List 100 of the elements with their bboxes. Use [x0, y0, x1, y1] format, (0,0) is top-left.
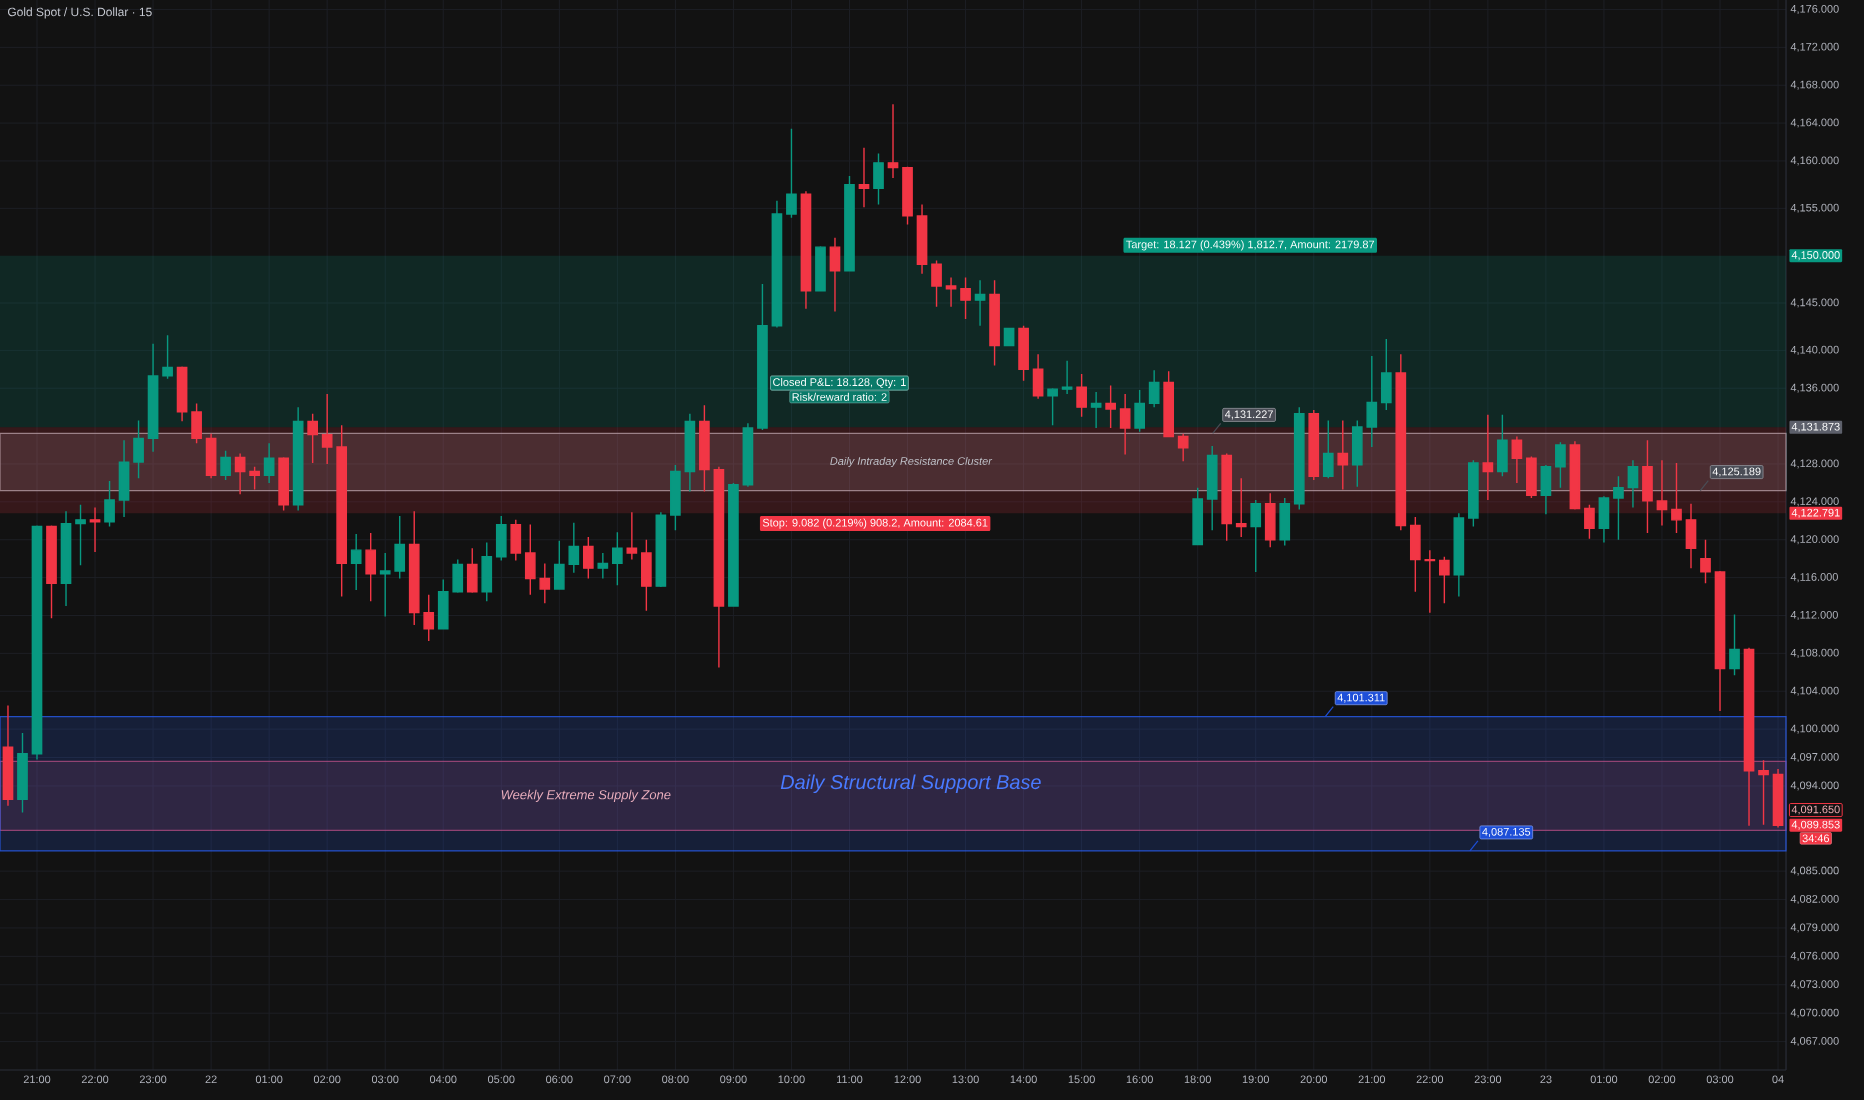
- candlestick: [1250, 499, 1262, 573]
- candlestick: [1453, 512, 1465, 598]
- candlestick: [2, 704, 14, 807]
- candlestick: [1685, 503, 1697, 569]
- candlestick: [1293, 406, 1305, 511]
- candlestick: [902, 165, 913, 226]
- candlestick: [1743, 646, 1755, 827]
- candlestick: [1192, 486, 1204, 546]
- candlestick: [844, 175, 855, 272]
- candlestick: [1090, 391, 1102, 429]
- candlestick: [1772, 768, 1784, 829]
- candlestick: [350, 533, 362, 591]
- candlestick: [1598, 495, 1610, 544]
- candlestick: [1642, 439, 1653, 534]
- candlestick: [1497, 414, 1508, 477]
- candlestick: [1163, 370, 1175, 438]
- candlestick: [1729, 613, 1740, 676]
- candlestick: [234, 452, 246, 495]
- candlestick: [365, 532, 377, 602]
- candlestick: [1540, 464, 1552, 515]
- candlestick: [960, 276, 971, 320]
- candlestick: [1439, 556, 1450, 604]
- candlestick: [1468, 459, 1479, 528]
- candlestick: [1555, 441, 1566, 489]
- candlestick: [1714, 570, 1726, 712]
- candlestick: [1105, 384, 1116, 429]
- candlestick: [815, 245, 826, 292]
- candlestick: [931, 259, 942, 308]
- candlestick: [597, 552, 609, 580]
- candlestick: [1003, 327, 1015, 347]
- candlestick: [989, 279, 1000, 367]
- candlestick: [626, 511, 638, 561]
- candlestick: [974, 279, 986, 327]
- candlestick: [292, 406, 304, 512]
- candlestick: [786, 128, 797, 219]
- candlestick: [1264, 492, 1276, 548]
- candlestick: [1700, 539, 1711, 584]
- candlestick: [887, 103, 899, 179]
- candlestick: [1206, 445, 1218, 531]
- candlestick: [17, 732, 28, 814]
- candlestick: [1032, 353, 1044, 400]
- candlestick: [1061, 360, 1073, 395]
- candlestick: [1134, 389, 1145, 433]
- candlestick: [1119, 393, 1131, 456]
- candlestick: [1308, 409, 1320, 481]
- candlestick: [89, 506, 101, 553]
- candlestick: [684, 413, 696, 493]
- candlestick: [1047, 387, 1058, 426]
- candlestick: [1076, 373, 1087, 418]
- candlestick: [263, 442, 275, 484]
- candlestick: [1221, 452, 1233, 542]
- candlestick: [1569, 440, 1581, 511]
- candlestick: [945, 276, 957, 308]
- candlestick: [829, 236, 841, 313]
- candlestick: [46, 524, 57, 620]
- candlestick: [1395, 353, 1407, 531]
- candlestick: [220, 450, 231, 481]
- candlestick: [205, 432, 217, 479]
- candlestick: [713, 466, 725, 669]
- candlestick: [1526, 455, 1537, 499]
- candlestick: [858, 147, 870, 209]
- candlestick: [1148, 369, 1160, 408]
- candlestick: [147, 343, 159, 453]
- candlestick: [60, 510, 72, 607]
- candlestick: [1322, 419, 1334, 479]
- candlestick: [582, 536, 594, 580]
- candlestick: [1627, 459, 1639, 509]
- candlestick: [162, 334, 173, 380]
- candlestick: [655, 511, 667, 588]
- candlestick: [1337, 419, 1349, 491]
- candlestick: [191, 402, 202, 444]
- candlestick: [307, 413, 318, 464]
- candlestick: [1482, 414, 1494, 501]
- candlestick: [873, 152, 884, 206]
- candlestick: [1671, 462, 1682, 534]
- candlestick: [1656, 459, 1668, 527]
- candlestick: [916, 203, 928, 275]
- candlestick: [728, 482, 739, 607]
- candlestick: [1279, 497, 1291, 547]
- candlestick: [176, 365, 188, 423]
- candlestick: [742, 422, 754, 488]
- candlestick: [800, 190, 812, 310]
- candlestick: [757, 283, 768, 431]
- candlestick: [104, 480, 115, 528]
- candlestick: [1613, 475, 1624, 541]
- candlestick: [670, 464, 681, 531]
- candlestick: [31, 524, 43, 761]
- candlestick: [133, 419, 144, 479]
- candlestick: [118, 439, 130, 518]
- candlestick: [699, 404, 710, 493]
- candlestick: [481, 541, 493, 602]
- band-label: Daily Structural Support Base: [780, 774, 1041, 794]
- candlestick: [495, 515, 507, 562]
- candlestick: [1584, 504, 1595, 540]
- candlestick: [1380, 338, 1392, 411]
- candlestick: [1018, 325, 1029, 382]
- candlestick: [249, 466, 260, 491]
- candlestick: [771, 200, 783, 329]
- candlestick: [641, 539, 652, 612]
- candlestick: [278, 456, 289, 512]
